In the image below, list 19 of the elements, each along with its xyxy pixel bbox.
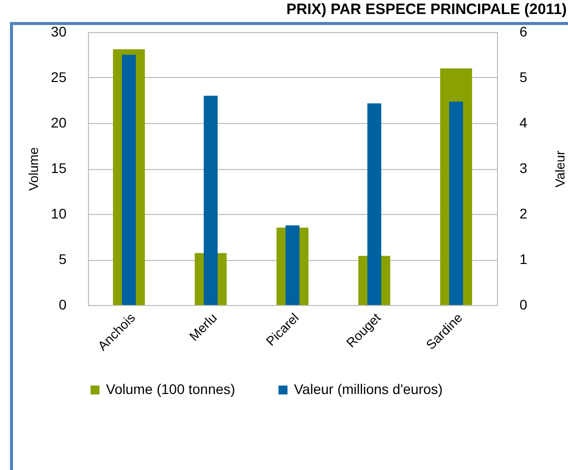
y-tick-label: 20 — [50, 114, 67, 130]
y2-tick-label: 2 — [520, 206, 528, 222]
y2-tick-label: 6 — [520, 24, 528, 40]
y2-tick-label: 4 — [520, 114, 528, 130]
chart-title: PRIX) PAR ESPECE PRINCIPALE (2011) — [286, 1, 567, 18]
y-axis-title: Volume — [26, 147, 41, 191]
legend-label: Valeur (millions d'euros) — [294, 381, 443, 397]
y2-tick-label: 0 — [520, 296, 528, 312]
y-tick-label: 30 — [50, 24, 67, 40]
y2-tick-label: 5 — [520, 69, 528, 85]
y-tick-label: 15 — [50, 160, 67, 176]
legend-label: Volume (100 tonnes) — [106, 381, 236, 397]
y-tick-label: 25 — [50, 69, 67, 85]
y2-axis-title: Valeur — [552, 150, 568, 188]
y2-tick-label: 3 — [520, 160, 528, 176]
y-tick-label: 0 — [58, 296, 67, 312]
y-tick-label: 10 — [50, 206, 67, 222]
y2-tick-label: 1 — [520, 251, 528, 267]
y-tick-label: 5 — [58, 251, 67, 267]
